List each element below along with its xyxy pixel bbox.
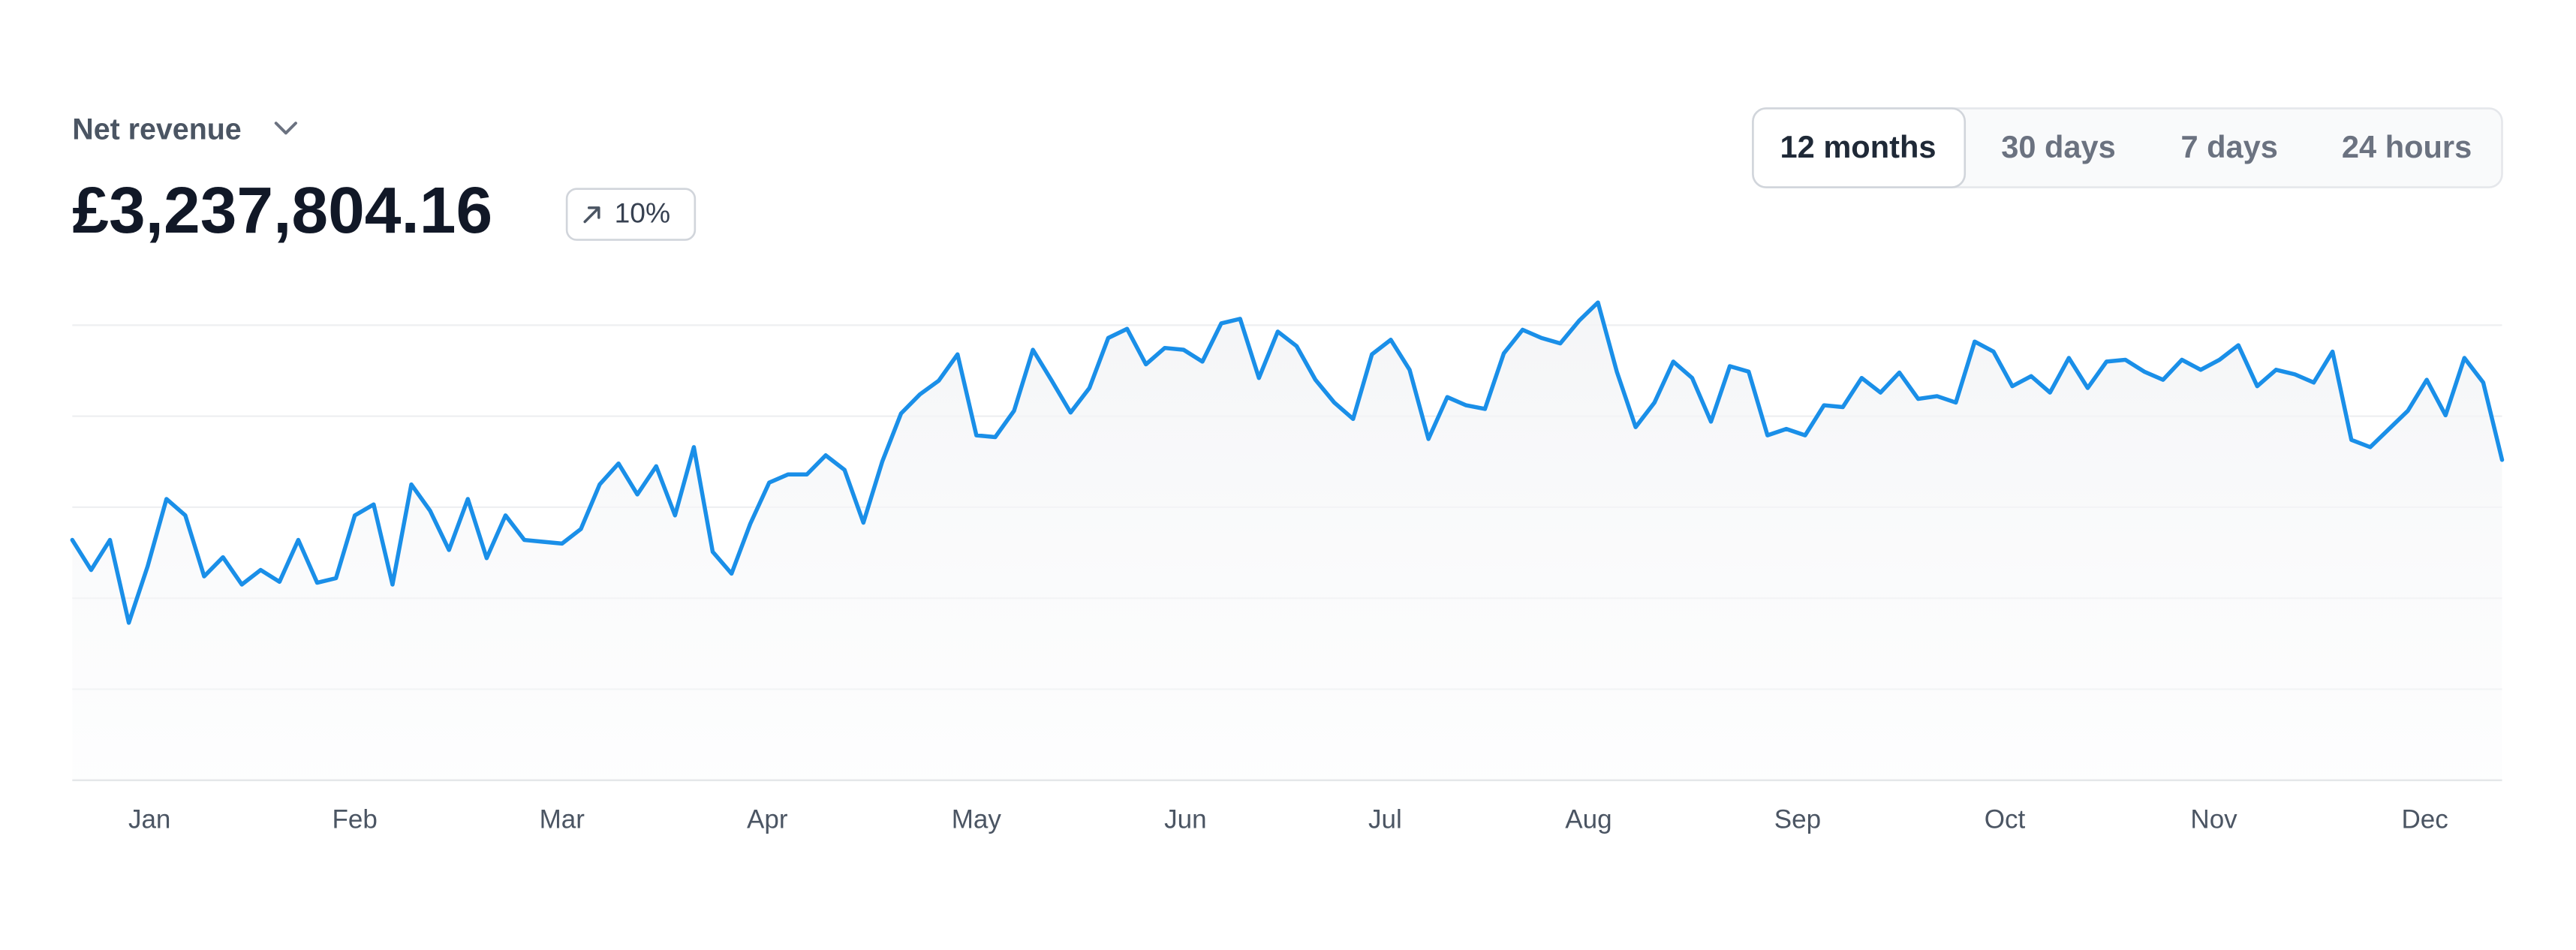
x-tick-label: Feb xyxy=(333,805,378,834)
x-tick-label: Nov xyxy=(2190,805,2237,834)
change-badge: 10% xyxy=(565,188,697,241)
selected-tab[interactable] xyxy=(1752,107,1967,188)
x-tick-label: Jun xyxy=(1164,805,1206,834)
x-tick-label: Jan xyxy=(128,805,170,834)
metric-label[interactable]: Net revenue xyxy=(72,113,241,146)
area xyxy=(72,302,2502,780)
x-tick-label: Apr xyxy=(747,805,788,834)
total-value: £3,237,804.16 xyxy=(72,173,492,247)
x-tick-label: Mar xyxy=(540,805,585,834)
change-value: 10% xyxy=(615,197,670,229)
revenue-line xyxy=(70,300,2505,625)
badge-frame xyxy=(565,188,697,241)
range-tab[interactable]: 24 hours xyxy=(2342,129,2472,164)
plot: Jan Feb Mar Apr May Jun Jul Aug Sep Oct Nov Dec xyxy=(70,300,2505,834)
chevron-icon[interactable] xyxy=(274,122,297,135)
x-tick-label: Dec xyxy=(2401,805,2448,834)
range-tab[interactable]: 30 days xyxy=(2001,129,2116,164)
x-tick-label: Jul xyxy=(1368,805,1402,834)
x-tick-label: Oct xyxy=(1985,805,2026,834)
x-tick-label: Sep xyxy=(1774,805,1821,834)
x-tick-label: May xyxy=(952,805,1002,834)
x-tick-label: Aug xyxy=(1565,805,1612,834)
range-tab[interactable]: 7 days xyxy=(2180,129,2277,164)
range-tab[interactable]: 12 months xyxy=(1780,129,1937,164)
arrow-icon xyxy=(583,206,600,224)
range-selector: 12 months 30 days 7 days 24 hours xyxy=(1752,107,2503,188)
metric-selector[interactable]: Net revenue xyxy=(72,113,297,146)
